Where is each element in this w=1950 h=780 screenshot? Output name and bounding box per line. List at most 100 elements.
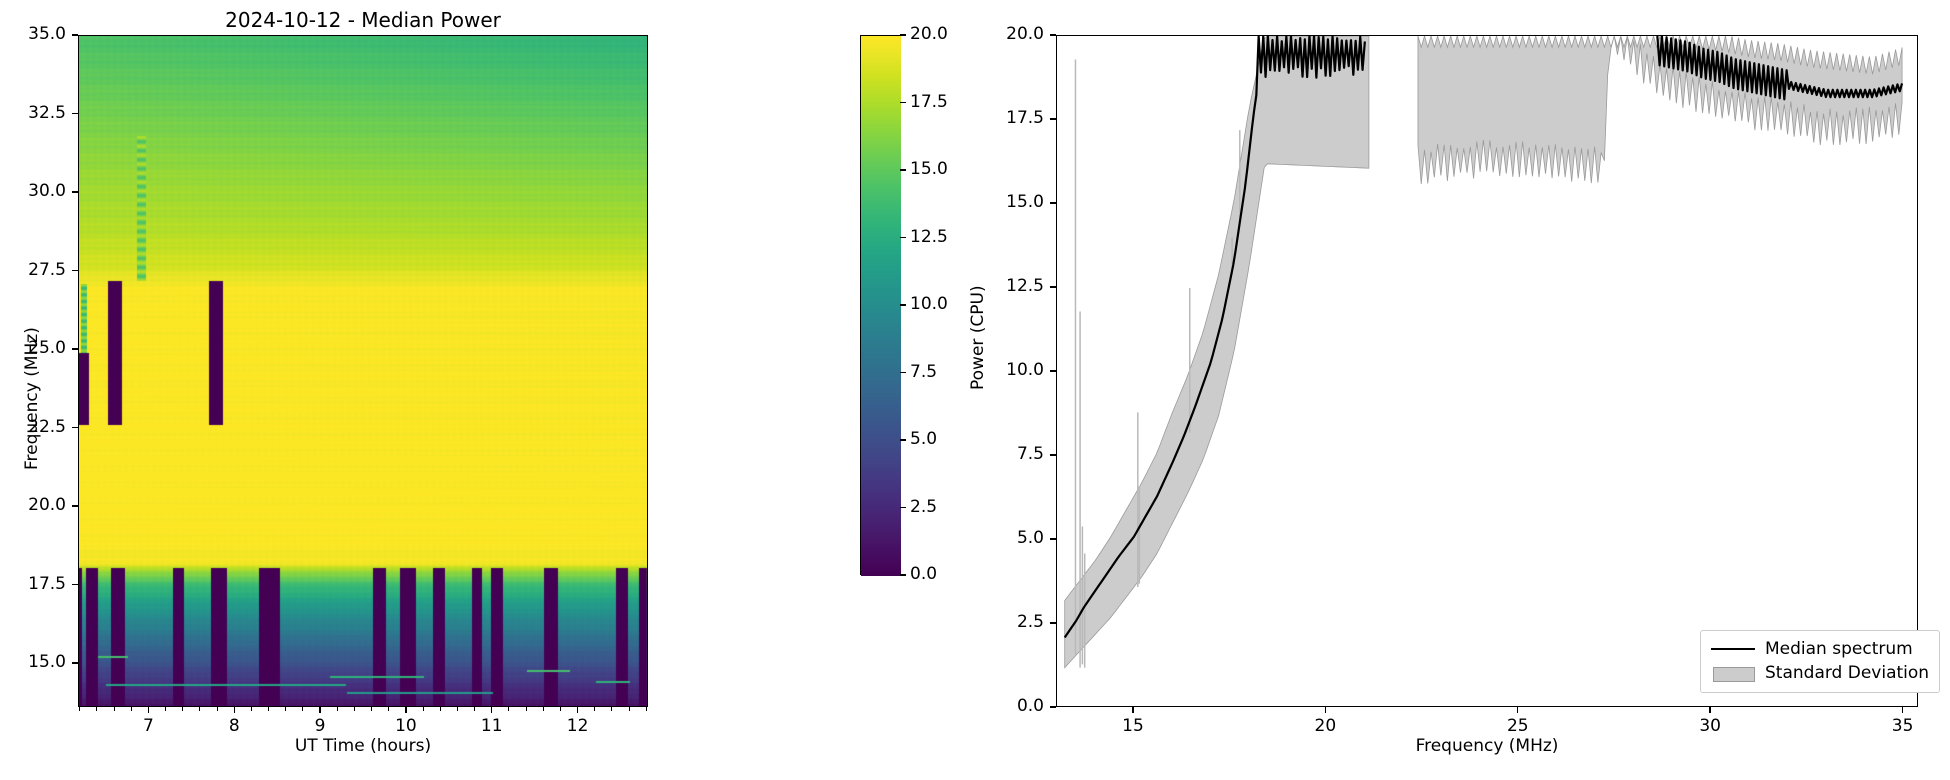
spectrogram-x-tick-label: 7 <box>142 716 154 736</box>
colorbar-tick <box>900 371 906 374</box>
spectrum-y-tick-label: 5.0 <box>1016 528 1044 548</box>
spectrum-y-tick-label: 17.5 <box>1006 108 1044 128</box>
spectrogram-y-tick-label: 22.5 <box>28 416 66 437</box>
legend-patch-key <box>1711 665 1755 682</box>
spectrogram-x-minor-tick <box>628 707 630 711</box>
spectrogram-y-tick-label: 25.0 <box>28 338 66 359</box>
spectrogram-y-tick <box>72 348 78 350</box>
legend-label-median: Median spectrum <box>1765 639 1913 659</box>
spectrogram-x-minor-tick <box>302 707 304 711</box>
spectrum-y-tick <box>1050 370 1056 372</box>
colorbar-tick <box>900 101 906 104</box>
spectrum-y-tick <box>1050 706 1056 708</box>
colorbar-gradient <box>861 36 901 576</box>
spectrogram-y-tick <box>72 662 78 664</box>
spectrum-y-tick <box>1050 454 1056 456</box>
spectrum-y-tick-label: 20.0 <box>1006 24 1044 44</box>
spectrogram-x-tick <box>405 707 407 713</box>
spectrogram-y-tick-label: 35.0 <box>28 24 66 44</box>
colorbar-tick-label: 5.0 <box>910 429 938 449</box>
spectrogram-x-minor-tick <box>353 707 355 711</box>
spectrogram-x-minor-tick <box>285 707 287 711</box>
spectrum-x-tick-label: 25 <box>1506 716 1529 736</box>
spectrum-x-tick <box>1709 707 1711 713</box>
colorbar-tick <box>900 34 906 36</box>
colorbar-tick <box>900 236 906 239</box>
colorbar <box>860 35 901 576</box>
colorbar-tick <box>900 304 906 306</box>
spectrogram-x-minor-tick <box>456 707 458 711</box>
median-spectrum-line <box>1063 36 1904 639</box>
legend-item-median: Median spectrum <box>1711 637 1929 661</box>
spectrum-y-tick <box>1050 286 1056 288</box>
spectrogram-x-axis-label: UT Time (hours) <box>294 736 432 756</box>
spectrogram-x-minor-tick <box>594 707 596 711</box>
spectrogram-x-minor-tick <box>474 707 476 711</box>
colorbar-tick-label: 12.5 <box>910 226 948 247</box>
spectrogram-x-tick <box>319 707 321 713</box>
spectrogram-x-minor-tick <box>388 707 390 711</box>
colorbar-tick <box>900 574 906 576</box>
spectrum-plot-area <box>1056 35 1918 707</box>
colorbar-label: Power (CPU) <box>968 285 988 390</box>
spectrogram-x-minor-tick <box>336 707 338 711</box>
spectrogram-x-minor-tick <box>268 707 270 711</box>
spectrogram-y-tick <box>72 191 78 193</box>
spectrogram-x-minor-tick <box>250 707 252 711</box>
spectrum-y-tick <box>1050 34 1056 36</box>
spectrum-x-axis-label: Frequency (MHz) <box>1415 736 1559 756</box>
spectrogram-x-minor-tick <box>371 707 373 711</box>
colorbar-tick-label: 20.0 <box>910 24 948 44</box>
spectrogram-x-minor-tick <box>439 707 441 711</box>
spectrogram-title: 2024-10-12 - Median Power <box>225 8 501 32</box>
spectrogram-x-minor-tick <box>422 707 424 711</box>
spectrogram-x-minor-tick <box>611 707 613 711</box>
spectrogram-x-minor-tick <box>645 707 647 711</box>
spectrogram-y-tick <box>72 426 78 429</box>
spectrum-y-tick-label: 15.0 <box>1006 192 1044 212</box>
spectrogram-y-tick <box>72 583 78 586</box>
spectrum-x-tick-label: 35 <box>1891 716 1914 736</box>
spectrogram-y-tick-label: 15.0 <box>28 652 66 673</box>
spectrogram-y-axis-label: Frequency (MHz) <box>22 327 42 470</box>
colorbar-tick-label: 2.5 <box>910 496 938 517</box>
colorbar-tick-label: 17.5 <box>910 91 948 112</box>
spectrum-curves <box>1063 36 1904 669</box>
spectrogram-x-tick <box>147 707 150 713</box>
spectrum-x-tick <box>1517 707 1519 713</box>
spectrum-y-tick <box>1050 622 1056 624</box>
spectrum-y-tick-label: 2.5 <box>1016 612 1044 632</box>
spectrogram-x-tick-label: 8 <box>228 716 240 736</box>
colorbar-tick-label: 0.0 <box>910 564 938 584</box>
spectrogram-x-minor-tick <box>216 707 218 711</box>
spectrogram-x-tick <box>576 707 579 713</box>
colorbar-tick <box>900 169 906 171</box>
spectrum-y-tick <box>1050 202 1056 204</box>
legend-item-std: Standard Deviation <box>1711 661 1929 685</box>
spectrogram-y-tick <box>72 112 78 115</box>
spectrogram-x-minor-tick <box>182 707 184 711</box>
colorbar-tick-label: 10.0 <box>910 294 948 314</box>
spectrogram-x-tick <box>491 707 493 713</box>
spectrogram-x-tick-label: 10 <box>395 716 417 736</box>
spectrogram-x-tick-label: 9 <box>314 716 326 736</box>
spectrum-legend[interactable]: Median spectrum Standard Deviation <box>1700 630 1941 693</box>
spectrogram-x-tick <box>233 707 235 713</box>
legend-line-key <box>1711 641 1755 657</box>
legend-label-std: Standard Deviation <box>1765 663 1930 683</box>
colorbar-tick-label: 15.0 <box>910 159 948 179</box>
colorbar-tick <box>900 439 906 441</box>
spectrogram-x-minor-tick <box>525 707 527 711</box>
spectrogram-x-minor-tick <box>508 707 510 711</box>
spectrum-x-tick <box>1132 707 1134 713</box>
spectrogram-plot-area <box>78 35 648 707</box>
spectrogram-x-minor-tick <box>96 707 98 711</box>
spectrum-y-tick-label: 7.5 <box>1016 444 1044 464</box>
spectrogram-x-minor-tick <box>199 707 201 711</box>
spectrogram-y-tick-label: 27.5 <box>28 259 66 280</box>
spectrum-x-tick <box>1324 707 1327 713</box>
spectrum-x-tick-label: 20 <box>1314 716 1337 736</box>
spectrogram-x-tick-label: 12 <box>566 716 589 736</box>
std-deviation-band <box>1064 36 1903 669</box>
